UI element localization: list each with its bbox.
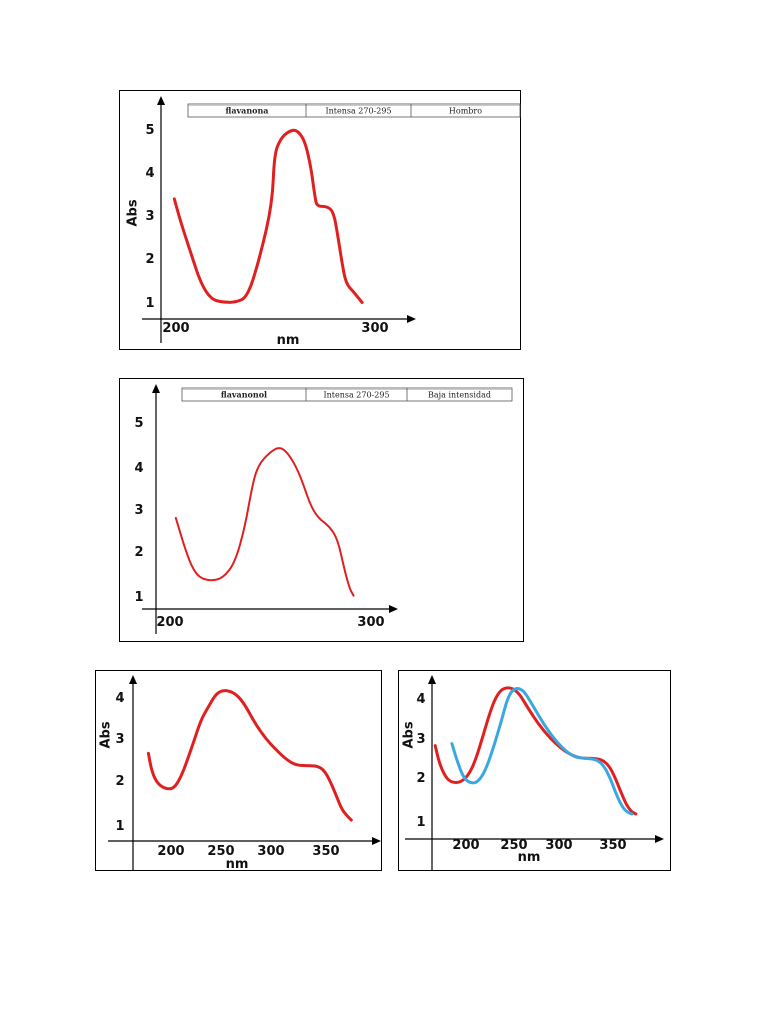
- series-line-0: [433, 686, 638, 816]
- y-tick-label: 1: [115, 819, 124, 834]
- header-table: flavanona Intensa 270-295 Hombro: [187, 103, 521, 118]
- y-tick-label: 2: [416, 771, 425, 786]
- x-tick-label: 300: [361, 321, 388, 336]
- chart-spectrum-overlay: 200 250 300 350 1 2 3 4 nm Abs: [398, 670, 671, 871]
- series-line-1: [450, 687, 634, 816]
- x-tick-label: 200: [157, 844, 184, 859]
- y-axis-arrow: [129, 675, 137, 684]
- y-tick-label: 3: [115, 732, 124, 747]
- table-cell: Hombro: [449, 107, 482, 116]
- chart-spectrum-single-svg: 200 250 300 350 1 2 3 4 nm Abs: [99, 675, 381, 872]
- x-axis-title: nm: [518, 850, 541, 865]
- x-axis-title: nm: [277, 333, 300, 348]
- chart-flavanonol: flavanonol Intensa 270-295 Baja intensidad…: [119, 378, 524, 642]
- x-axis-title: nm: [226, 857, 249, 872]
- chart-flavanona-svg: flavanona Intensa 270-295 Hombro 200 300 1 2 3 4…: [126, 96, 521, 348]
- x-tick-label: 300: [357, 615, 384, 630]
- y-tick-label: 2: [115, 774, 124, 789]
- series-line-0: [172, 128, 364, 304]
- y-axis-title: Abs: [126, 199, 141, 226]
- x-axis-arrow: [389, 605, 398, 613]
- x-tick-label: 300: [257, 844, 284, 859]
- x-tick-label: 200: [452, 838, 479, 853]
- x-tick-label: 250: [500, 838, 527, 853]
- y-tick-label: 1: [145, 296, 154, 311]
- chart-flavanona: flavanona Intensa 270-295 Hombro 200 300 1 2 3 4…: [119, 90, 521, 350]
- x-axis-arrow: [407, 315, 416, 323]
- table-cell: Intensa 270-295: [325, 107, 391, 116]
- y-axis-arrow: [152, 384, 160, 393]
- x-axis-arrow: [372, 837, 381, 845]
- x-tick-label: 350: [312, 844, 339, 859]
- y-tick-label: 4: [145, 166, 154, 181]
- y-tick-label: 3: [134, 503, 143, 518]
- y-tick-label: 5: [145, 123, 154, 138]
- y-tick-label: 5: [134, 416, 143, 431]
- chart-flavanonol-svg: flavanonol Intensa 270-295 Baja intensidad…: [134, 384, 513, 634]
- x-tick-label: 350: [599, 838, 626, 853]
- x-axis-arrow: [655, 835, 664, 843]
- y-tick-label: 1: [416, 815, 425, 830]
- y-tick-label: 4: [416, 692, 425, 707]
- y-tick-label: 2: [145, 252, 154, 267]
- y-tick-label: 1: [134, 590, 143, 605]
- table-cell: Baja intensidad: [428, 391, 491, 400]
- y-tick-label: 2: [134, 545, 143, 560]
- y-axis-title: Abs: [99, 721, 114, 748]
- y-axis-arrow: [157, 96, 165, 105]
- y-axis-title: Abs: [402, 721, 417, 748]
- x-tick-label: 250: [207, 844, 234, 859]
- table-cell: flavanona: [226, 106, 269, 116]
- table-cell: flavanonol: [221, 390, 267, 400]
- y-axis-arrow: [428, 675, 436, 684]
- y-tick-label: 4: [134, 461, 143, 476]
- chart-spectrum-overlay-svg: 200 250 300 350 1 2 3 4 nm Abs: [402, 675, 664, 871]
- table-cell: Intensa 270-295: [323, 391, 389, 400]
- y-tick-label: 3: [416, 732, 425, 747]
- chart-spectrum-single: 200 250 300 350 1 2 3 4 nm Abs: [95, 670, 382, 872]
- y-tick-label: 3: [145, 209, 154, 224]
- y-tick-label: 4: [115, 691, 124, 706]
- header-table: flavanonol Intensa 270-295 Baja intensidad: [181, 387, 513, 402]
- x-tick-label: 200: [156, 615, 183, 630]
- series-line-0: [174, 447, 355, 597]
- series-line-0: [146, 689, 353, 822]
- x-tick-label: 300: [545, 838, 572, 853]
- x-tick-label: 200: [162, 321, 189, 336]
